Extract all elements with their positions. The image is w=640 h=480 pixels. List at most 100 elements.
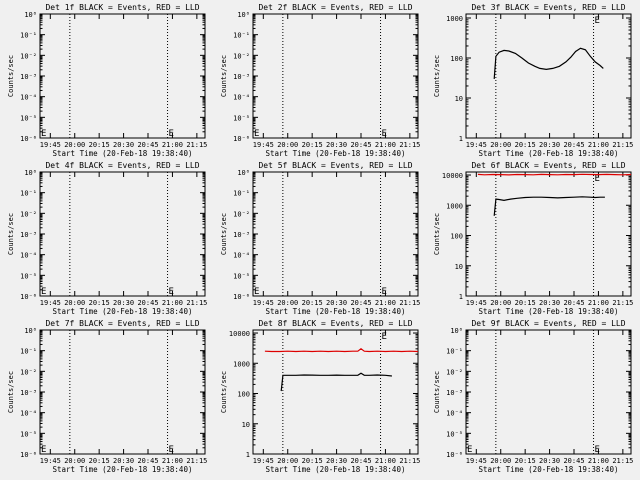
series-line-black	[493, 196, 605, 216]
panel-title: Det 5f BLACK = Events, RED = LLD	[258, 161, 412, 170]
marker-glyph: E	[382, 129, 387, 139]
y-tick-label: 10⁻¹	[233, 32, 250, 40]
series-line-red	[264, 348, 419, 353]
x-tick-label: 21:15	[399, 299, 420, 307]
y-tick-label: 100	[450, 233, 463, 241]
y-tick-label: 10⁻²	[233, 210, 250, 218]
panel-title: Det 8f BLACK = Events, RED = LLD	[258, 319, 412, 328]
x-tick-label: 20:15	[515, 457, 536, 465]
marker-glyph: E	[169, 287, 174, 297]
y-tick-label: 10⁻⁶	[20, 293, 37, 301]
panel-3: Det 3f BLACK = Events, RED = LLD 1 10 100 10…	[433, 3, 633, 158]
y-tick-label: 1	[459, 135, 463, 143]
y-axis-label: Counts/sec	[220, 213, 228, 255]
panel-title: Det 9f BLACK = Events, RED = LLD	[471, 319, 625, 328]
panel-7: Det 7f BLACK = Events, RED = LLD 10⁰ 10⁻¹ 1…	[7, 319, 207, 474]
y-tick-label: 10⁰	[24, 169, 37, 177]
y-tick-label: 10	[242, 421, 250, 429]
y-tick-label: 10⁻⁶	[233, 293, 250, 301]
y-tick-label: 1000	[446, 15, 463, 23]
x-tick-label: 21:15	[399, 141, 420, 149]
y-tick-label: 10⁻³	[446, 389, 463, 397]
plot-frame	[465, 13, 632, 139]
x-axis-label: Start Time (20-Feb-18 19:38:40)	[266, 465, 406, 474]
x-tick-label: 20:30	[539, 299, 560, 307]
x-tick-label: 20:00	[490, 457, 511, 465]
x-tick-label: 21:00	[588, 457, 609, 465]
x-tick-label: 20:15	[515, 141, 536, 149]
panel-9: Det 9f BLACK = Events, RED = LLD 10⁰ 10⁻¹ 1…	[433, 319, 633, 474]
x-tick-label: 20:00	[277, 299, 298, 307]
x-tick-label: 20:00	[277, 457, 298, 465]
y-tick-label: 10⁻³	[233, 231, 250, 239]
x-tick-label: 20:15	[89, 299, 110, 307]
y-tick-label: 100	[450, 55, 463, 63]
x-tick-label: 21:00	[162, 141, 183, 149]
y-axis-label: Counts/sec	[433, 55, 441, 97]
x-axis-label: Start Time (20-Feb-18 19:38:40)	[53, 465, 193, 474]
marker-glyph: E	[41, 287, 46, 297]
x-tick-label: 20:45	[563, 141, 584, 149]
y-tick-label: 10⁻¹	[20, 190, 37, 198]
x-tick-label: 21:15	[186, 141, 207, 149]
x-tick-label: 20:30	[113, 457, 134, 465]
panel-title: Det 1f BLACK = Events, RED = LLD	[45, 3, 199, 12]
x-tick-label: 20:45	[350, 457, 371, 465]
marker-glyph: E	[595, 445, 600, 455]
y-tick-label: 10⁻⁴	[20, 94, 37, 102]
y-tick-label: 1000	[446, 202, 463, 210]
x-tick-label: 19:45	[253, 299, 274, 307]
x-tick-label: 20:00	[277, 141, 298, 149]
marker-glyph: E	[41, 129, 46, 139]
y-tick-label: 1	[459, 293, 463, 301]
y-axis-label: Counts/sec	[7, 55, 15, 97]
panel-title: Det 7f BLACK = Events, RED = LLD	[45, 319, 199, 328]
y-tick-label: 10⁻¹	[20, 32, 37, 40]
y-tick-label: 10⁻¹	[233, 190, 250, 198]
y-tick-label: 10000	[229, 330, 250, 338]
x-tick-label: 20:15	[89, 457, 110, 465]
y-tick-label: 10⁻⁴	[20, 252, 37, 260]
x-tick-label: 20:45	[563, 299, 584, 307]
marker-glyph: E	[169, 445, 174, 455]
x-tick-label: 20:15	[515, 299, 536, 307]
y-axis-label: Counts/sec	[7, 213, 15, 255]
panel-2: Det 2f BLACK = Events, RED = LLD 10⁰ 10⁻¹ 1…	[220, 3, 420, 158]
x-tick-label: 20:45	[137, 141, 158, 149]
y-tick-label: 10000	[442, 172, 463, 180]
y-tick-label: 10⁻⁶	[20, 451, 37, 459]
x-tick-label: 21:15	[612, 457, 633, 465]
panel-title: Det 6f BLACK = Events, RED = LLD	[471, 161, 625, 170]
x-tick-label: 21:15	[612, 299, 633, 307]
x-axis-label: Start Time (20-Feb-18 19:38:40)	[479, 149, 619, 158]
marker-glyph: E	[382, 332, 387, 342]
y-tick-label: 10⁻¹	[446, 348, 463, 356]
y-tick-label: 10⁻⁴	[446, 410, 463, 418]
y-axis-label: Counts/sec	[433, 213, 441, 255]
x-tick-label: 21:15	[186, 299, 207, 307]
x-tick-label: 20:45	[137, 299, 158, 307]
y-tick-label: 10⁻³	[233, 73, 250, 81]
panel-4: Det 4f BLACK = Events, RED = LLD 10⁰ 10⁻¹ 1…	[7, 161, 207, 316]
x-axis-label: Start Time (20-Feb-18 19:38:40)	[53, 149, 193, 158]
x-tick-label: 21:00	[375, 141, 396, 149]
panel-title: Det 2f BLACK = Events, RED = LLD	[258, 3, 412, 12]
x-axis-label: Start Time (20-Feb-18 19:38:40)	[479, 465, 619, 474]
marker-glyph: E	[254, 129, 259, 139]
y-tick-label: 10⁻²	[20, 368, 37, 376]
x-tick-label: 20:15	[89, 141, 110, 149]
y-tick-label: 10⁰	[450, 327, 463, 335]
y-tick-label: 100	[237, 391, 250, 399]
marker-glyph: E	[595, 174, 600, 184]
marker-glyph: E	[254, 287, 259, 297]
x-tick-label: 20:30	[113, 141, 134, 149]
x-axis-label: Start Time (20-Feb-18 19:38:40)	[53, 307, 193, 316]
y-tick-label: 10⁰	[237, 11, 250, 19]
y-tick-label: 10⁰	[24, 11, 37, 19]
x-tick-label: 20:00	[490, 141, 511, 149]
y-tick-label: 10⁻³	[20, 389, 37, 397]
panel-6: Det 6f BLACK = Events, RED = LLD 1 10 100 10…	[433, 161, 633, 316]
plot-frame	[252, 329, 419, 455]
x-tick-label: 21:00	[588, 299, 609, 307]
